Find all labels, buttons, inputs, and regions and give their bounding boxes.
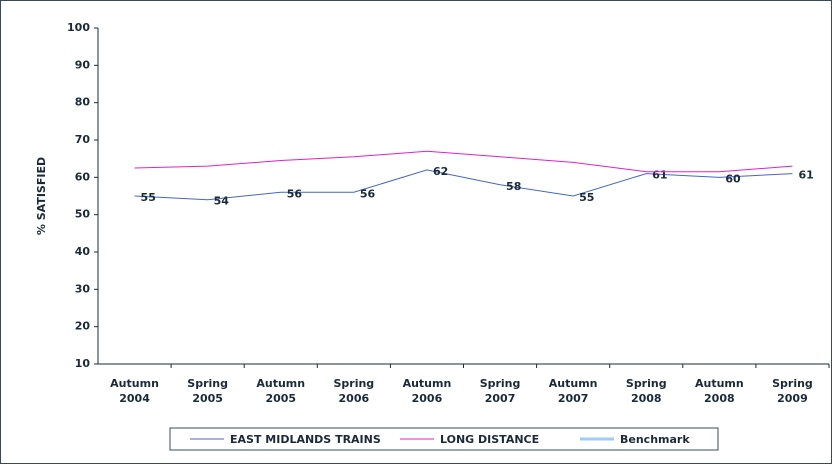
x-tick-label: Spring 2006 — [333, 377, 374, 405]
x-tick-label: Spring 2007 — [480, 377, 521, 405]
data-label: 55 — [141, 191, 156, 204]
x-tick-label: Autumn 2007 — [549, 377, 598, 405]
x-tick-label: Spring 2008 — [626, 377, 667, 405]
legend-label: LONG DISTANCE — [440, 433, 539, 446]
y-tick-label: 10 — [75, 357, 91, 370]
data-label: 55 — [579, 191, 594, 204]
data-label: 61 — [798, 169, 813, 182]
y-tick-label: 80 — [75, 96, 91, 109]
y-axis-label: % SATISFIED — [35, 157, 48, 235]
y-tick-label: 100 — [67, 21, 90, 34]
series-line — [134, 169, 793, 201]
series-line — [134, 150, 793, 173]
data-label: 62 — [433, 165, 448, 178]
data-label: 61 — [652, 169, 667, 182]
data-label: 56 — [287, 187, 303, 200]
x-tick-label: Autumn 2008 — [695, 377, 744, 405]
data-label: 56 — [360, 187, 376, 200]
data-label: 60 — [725, 172, 741, 185]
x-tick-label: Spring 2005 — [187, 377, 228, 405]
data-label: 54 — [214, 195, 230, 208]
legend-box — [169, 427, 719, 451]
x-tick-label: Autumn 2004 — [110, 377, 159, 405]
data-label: 58 — [506, 180, 521, 193]
y-tick-label: 60 — [75, 170, 91, 183]
legend-label: Benchmark — [620, 433, 690, 446]
x-tick-label: Autumn 2005 — [256, 377, 305, 405]
y-tick-label: 70 — [75, 133, 91, 146]
x-tick-label: Autumn 2006 — [403, 377, 452, 405]
legend-label: EAST MIDLANDS TRAINS — [230, 433, 381, 446]
x-tick-label: Spring 2009 — [772, 377, 813, 405]
y-tick-label: 20 — [75, 320, 91, 333]
y-tick-label: 30 — [75, 282, 91, 295]
y-tick-label: 40 — [75, 245, 91, 258]
y-tick-label: 50 — [75, 208, 91, 221]
y-tick-label: 90 — [75, 58, 91, 71]
